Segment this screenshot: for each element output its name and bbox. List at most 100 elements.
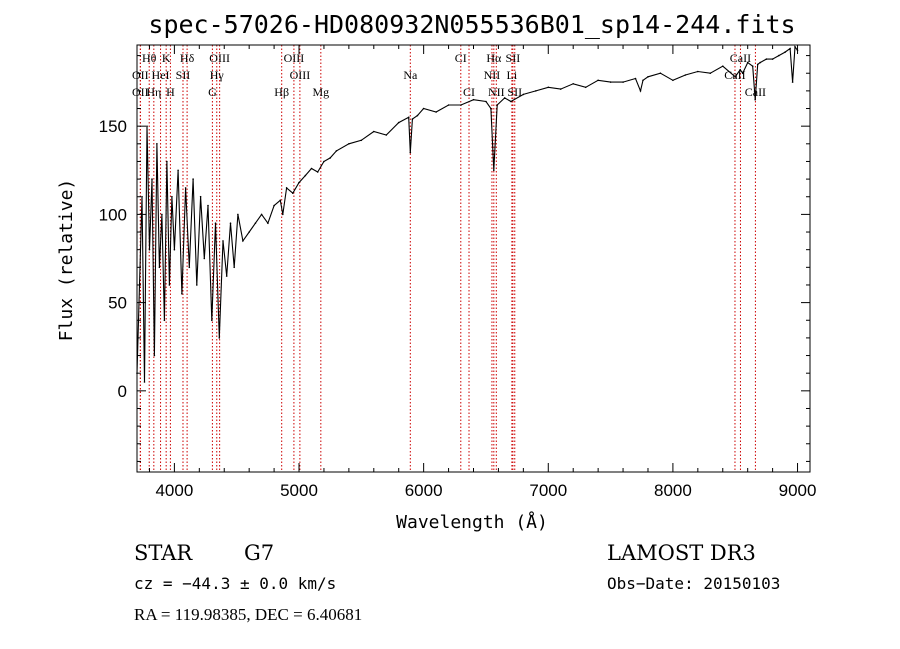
marker-label-16: Li [507, 68, 518, 82]
flux-point-87 [709, 72, 712, 74]
marker-label-22: Hβ [274, 85, 289, 99]
flux-point-23 [203, 257, 206, 260]
flux-point-65 [490, 107, 492, 110]
flux-point-88 [722, 65, 724, 67]
flux-point-5 [148, 248, 151, 251]
flux-point-89 [734, 76, 736, 78]
marker-label-9: OII [132, 68, 149, 82]
y-axis-label: Flux (relative) [56, 179, 77, 342]
y-axis: 0 50 100 150 [99, 55, 810, 462]
flux-point-100 [784, 51, 786, 53]
flux-point-12 [166, 160, 168, 163]
observation-date: Obs−Date: 20150103 [607, 574, 780, 593]
flux-point-77 [609, 81, 612, 83]
flux-point-81 [642, 79, 644, 82]
flux-point-3 [143, 381, 146, 383]
flux-point-71 [535, 90, 537, 92]
flux-point-95 [756, 63, 759, 66]
marker-label-8: CaII [730, 51, 751, 65]
flux-point-52 [373, 130, 375, 133]
flux-point-85 [684, 74, 687, 76]
flux-point-64 [485, 100, 487, 103]
marker-label-10: HeI [152, 68, 170, 82]
flux-point-78 [622, 81, 624, 83]
marker-label-15: NII [484, 68, 501, 82]
flux-point-46 [316, 171, 319, 173]
flux-point-18 [184, 187, 187, 189]
flux-point-26 [214, 222, 217, 224]
y-tick-label-1: 50 [108, 294, 127, 313]
flux-point-90 [739, 68, 741, 71]
flux-point-67 [496, 104, 499, 106]
y-tick-label-2: 100 [99, 205, 127, 224]
flux-point-28 [222, 240, 224, 242]
flux-point-57 [411, 118, 414, 120]
marker-label-21: G [208, 85, 217, 99]
flux-point-33 [242, 240, 244, 242]
flux-point-50 [348, 143, 350, 145]
flux-point-39 [279, 199, 282, 202]
flux-point-68 [503, 97, 506, 99]
flux-point-13 [168, 284, 171, 286]
flux-point-101 [789, 47, 791, 50]
flux-point-59 [422, 107, 425, 110]
marker-label-18: OII [132, 85, 149, 99]
marker-label-7: SII [506, 51, 521, 65]
flux-point-56 [409, 151, 412, 154]
survey-name: LAMOST DR3 [607, 541, 756, 565]
flux-point-29 [225, 275, 228, 277]
flux-point-7 [153, 354, 156, 357]
flux-point-27 [218, 337, 221, 339]
x-axis-label: Wavelength (Å) [396, 511, 548, 533]
flux-point-96 [759, 61, 761, 64]
flux-point-99 [778, 54, 780, 57]
flux-point-79 [634, 77, 637, 80]
flux-point-31 [233, 266, 235, 269]
x-tick-label-2: 6000 [405, 481, 443, 500]
line-label-group: Hθ K Hδ OIII OIII CI Hα SII CaII OII HeI SII Hγ OIII N… [132, 51, 766, 99]
flux-point-10 [161, 213, 163, 216]
coordinates: RA = 119.98385, DEC = 6.40681 [134, 605, 362, 624]
flux-point-51 [360, 139, 363, 142]
marker-label-0: Hθ [142, 51, 157, 65]
marker-label-12: Hγ [210, 68, 225, 82]
flux-point-73 [559, 88, 562, 90]
flux-point-38 [273, 204, 275, 207]
flux-point-24 [207, 204, 209, 207]
flux-point-43 [298, 181, 300, 184]
flux-point-69 [510, 100, 512, 103]
flux-point-102 [791, 81, 794, 83]
flux-point-44 [304, 174, 307, 177]
flux-point-49 [335, 150, 338, 152]
line-marker-group [139, 45, 756, 472]
flux-point-34 [248, 231, 250, 233]
marker-label-3: OIII [209, 51, 230, 65]
marker-label-23: Mg [312, 85, 329, 99]
flux-point-42 [292, 192, 294, 194]
flux-point-54 [397, 121, 400, 124]
marker-label-11: SII [176, 68, 191, 82]
flux-point-6 [151, 178, 153, 180]
x-tick-label-4: 8000 [654, 481, 692, 500]
marker-label-1: K [162, 51, 171, 65]
y-tick-label-3: 150 [99, 117, 127, 136]
flux-point-84 [672, 79, 674, 82]
plot-frame [136, 44, 811, 473]
flux-point-63 [472, 98, 475, 101]
flux-point-94 [754, 98, 756, 101]
flux-point-2 [141, 195, 143, 198]
flux-point-75 [584, 86, 587, 89]
marker-label-4: OIII [284, 51, 305, 65]
flux-point-37 [267, 222, 269, 224]
flux-point-60 [435, 111, 437, 113]
marker-label-6: Hα [486, 51, 502, 65]
flux-point-103 [794, 46, 796, 48]
flux-point-70 [522, 93, 525, 96]
flux-point-98 [771, 58, 774, 60]
flux-point-48 [329, 157, 332, 159]
flux-point-22 [199, 195, 202, 198]
flux-point-53 [385, 134, 388, 136]
flux-point-8 [156, 143, 158, 145]
flux-point-61 [447, 104, 450, 106]
